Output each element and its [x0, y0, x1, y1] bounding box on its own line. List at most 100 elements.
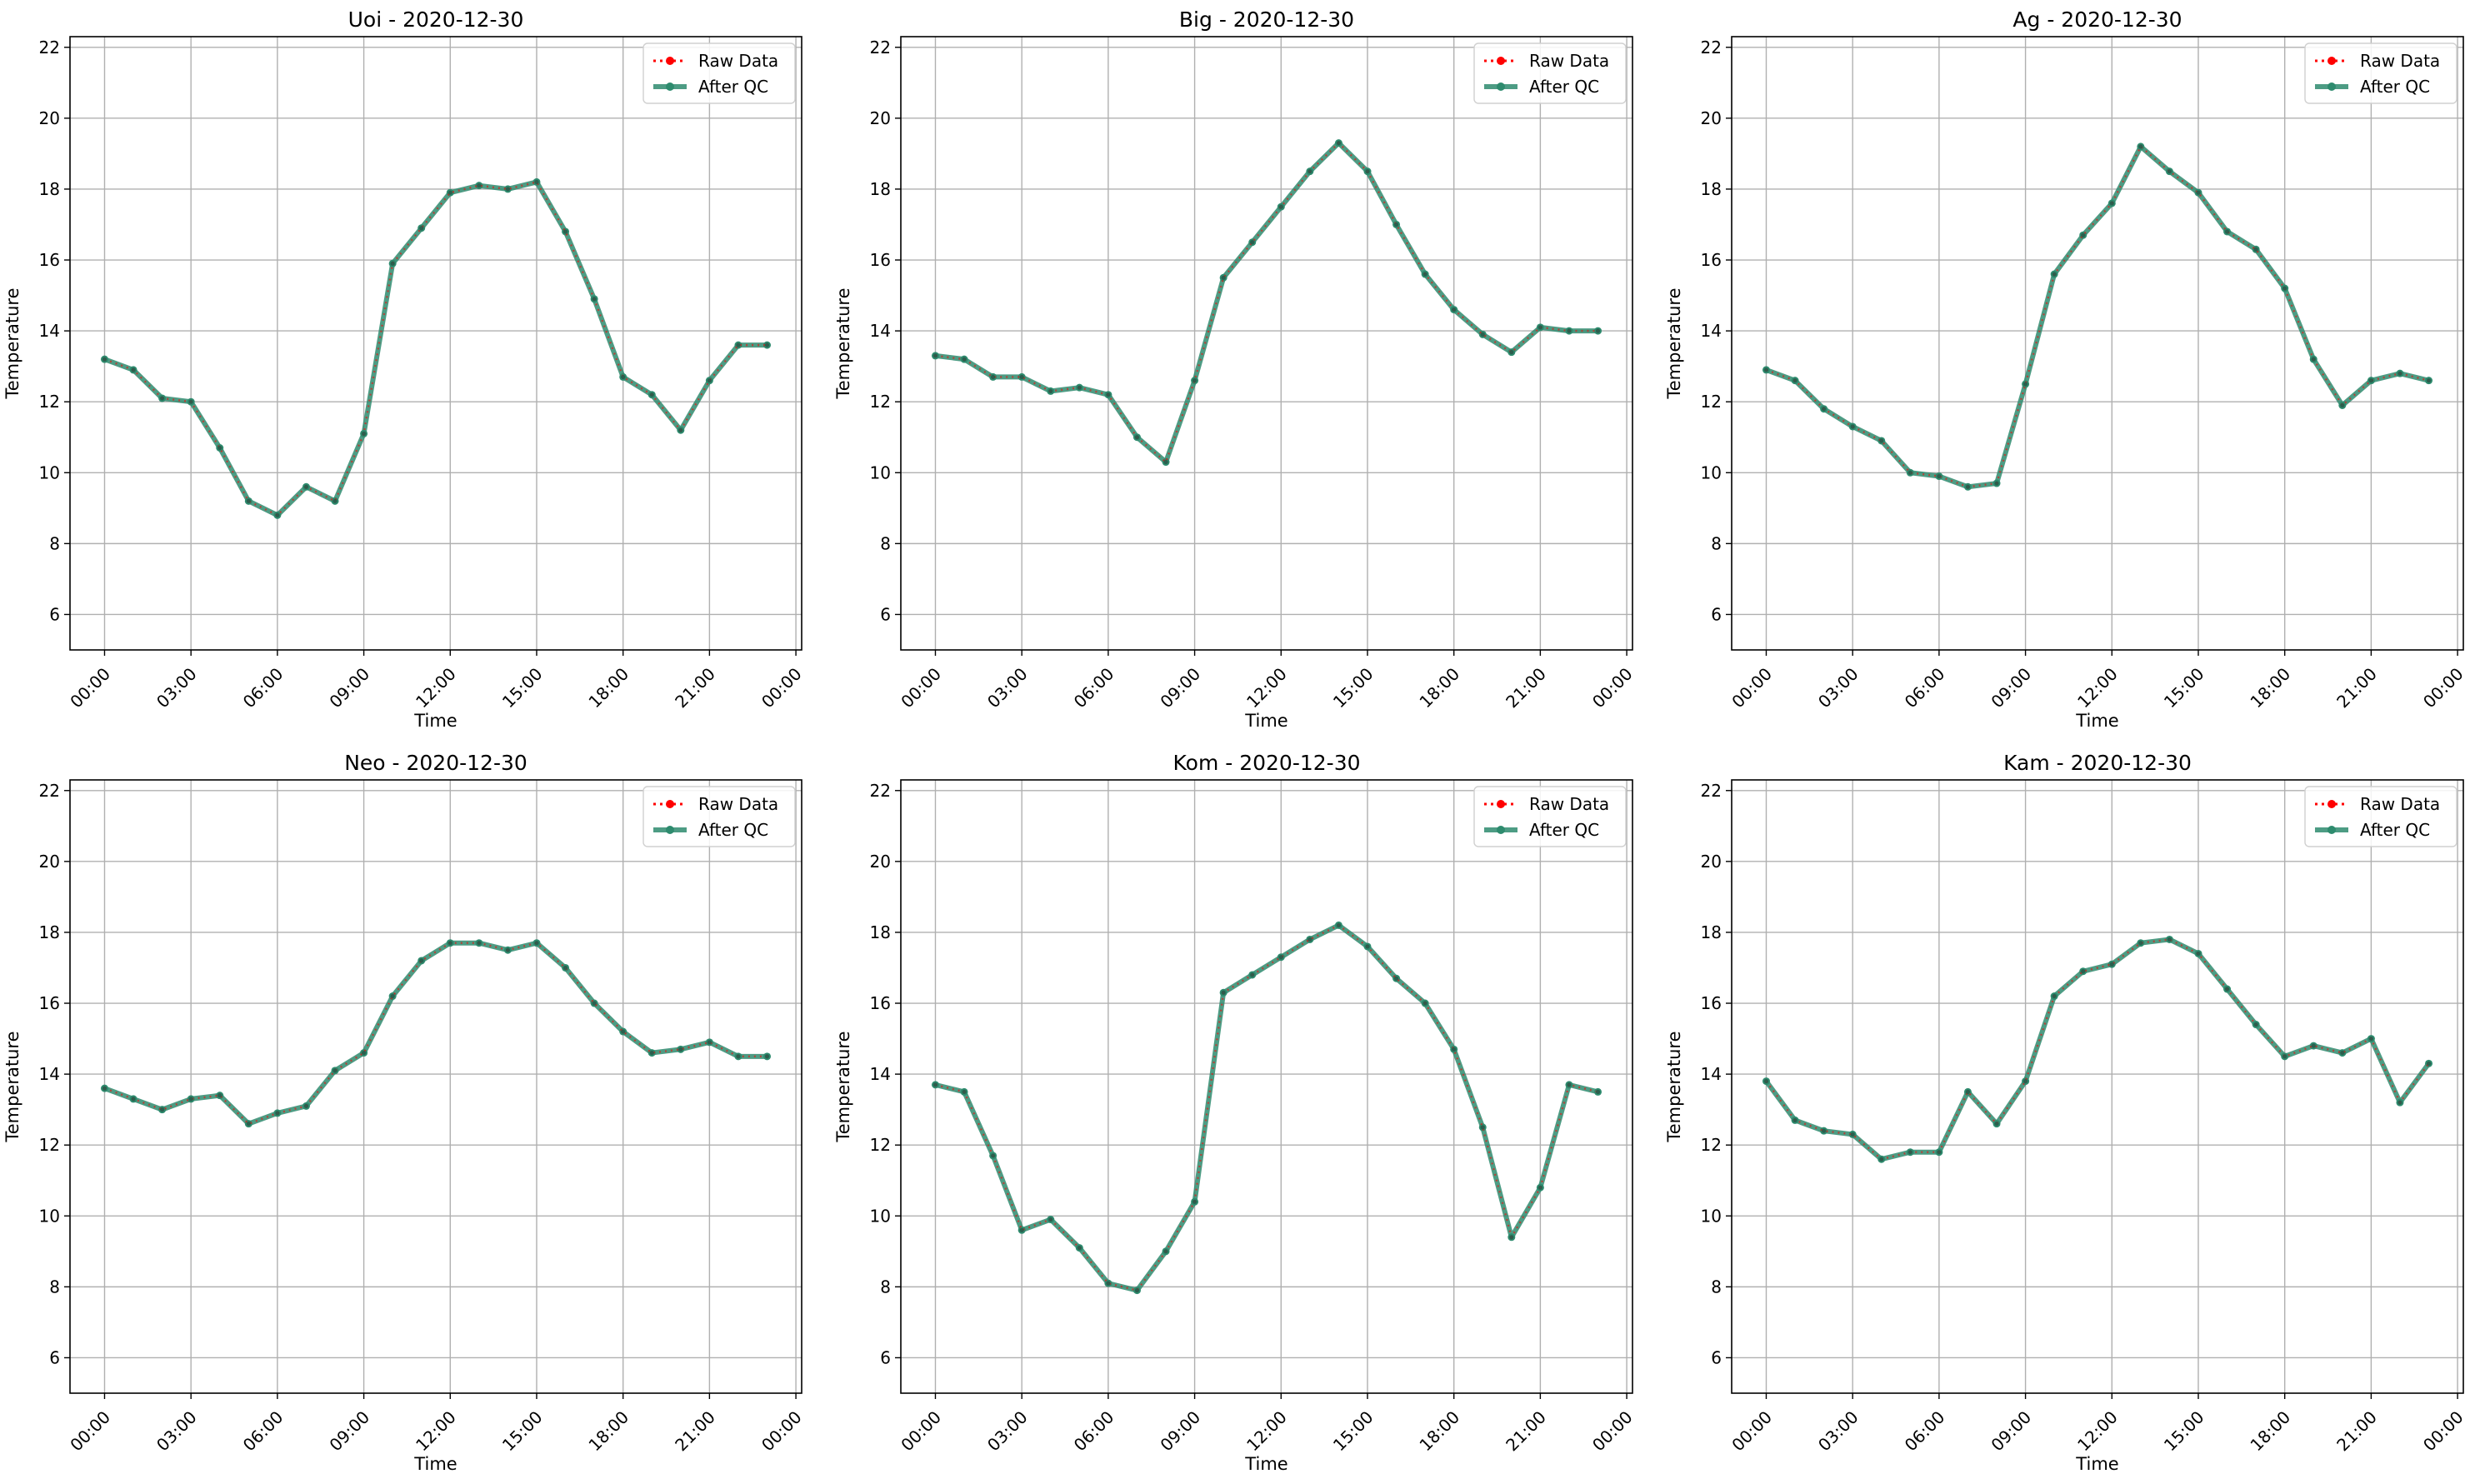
legend-label-raw-data: Raw Data: [698, 794, 778, 814]
plot-frame: [69, 779, 802, 1394]
x-tick-label: 06:00: [239, 1407, 288, 1456]
x-tick-label: 00:00: [2419, 664, 2468, 712]
raw-data-point: [991, 374, 996, 380]
legend: Raw Data After QC: [1473, 42, 1627, 104]
raw-data-point: [1595, 328, 1601, 333]
raw-data-point: [275, 512, 280, 517]
raw-data-point: [736, 342, 741, 347]
legend-label-after-qc: After QC: [2360, 820, 2430, 840]
chart-title: Kom - 2020-12-30: [1173, 751, 1361, 775]
raw-data-point: [932, 1082, 938, 1087]
x-tick-label: 00:00: [897, 664, 945, 712]
y-axis-label: Temperature: [833, 1031, 853, 1142]
raw-data-point: [2426, 1061, 2432, 1066]
x-axis-label: Time: [413, 1454, 457, 1474]
x-tick-label: 00:00: [897, 1407, 945, 1456]
raw-data-point: [2196, 951, 2201, 957]
y-tick-label: 14: [1701, 321, 1722, 341]
series-line-after-qc: [1765, 143, 2430, 490]
raw-data-point: [1393, 222, 1399, 227]
raw-data-point: [1077, 1245, 1082, 1251]
y-tick-label: 22: [870, 781, 891, 801]
raw-data-point: [562, 965, 568, 971]
raw-data-point: [2368, 1036, 2373, 1042]
x-tick-label: 21:00: [1502, 664, 1550, 712]
series-line-after-qc: [934, 922, 1599, 1293]
x-tick-label: 15:00: [2160, 664, 2208, 712]
y-tick-label: 6: [1711, 604, 1722, 624]
raw-data-point: [1908, 470, 1912, 475]
raw-data-point: [131, 367, 136, 372]
x-axis-label: Time: [1244, 1454, 1288, 1474]
raw-data-point: [275, 1111, 280, 1116]
y-tick-label: 16: [1701, 993, 1722, 1013]
raw-data-point: [131, 1097, 136, 1102]
series-line-after-qc: [935, 140, 1598, 465]
plot-frame: [900, 779, 1633, 1394]
raw-data-point: [2311, 1043, 2316, 1048]
y-tick-label: 6: [49, 604, 60, 624]
raw-data-point: [2282, 1054, 2288, 1059]
x-tick-label: 09:00: [1987, 664, 2035, 712]
raw-data-point: [160, 396, 165, 401]
y-tick-label: 10: [870, 1206, 891, 1226]
y-tick-label: 14: [870, 1064, 891, 1084]
raw-data-point: [1106, 1281, 1111, 1286]
y-tick-label: 12: [1701, 1135, 1722, 1155]
y-tick-label: 14: [1701, 1064, 1722, 1084]
raw-data-point: [2138, 144, 2143, 149]
raw-data-point: [1221, 990, 1226, 995]
x-tick-label: 03:00: [1814, 1407, 1862, 1456]
raw-data-point: [1850, 1132, 1855, 1137]
x-tick-label: 18:00: [2246, 1407, 2294, 1456]
raw-data-point: [1019, 374, 1024, 380]
x-tick-label: 09:00: [1987, 1407, 2035, 1456]
legend-qc-marker: [1497, 82, 1505, 91]
legend-qc-marker: [1497, 826, 1505, 834]
y-tick-label: 22: [1701, 781, 1722, 801]
y-tick-label: 6: [880, 604, 891, 624]
x-tick-label: 03:00: [152, 664, 201, 712]
y-tick-label: 22: [39, 37, 60, 57]
y-tick-label: 16: [39, 993, 60, 1013]
raw-data-point: [2081, 969, 2086, 974]
plot-frame: [1731, 36, 2464, 651]
x-tick-label: 03:00: [983, 664, 1032, 712]
legend-label-raw-data: Raw Data: [1529, 794, 1609, 814]
raw-data-point: [477, 941, 482, 946]
y-tick-label: 14: [39, 1064, 60, 1084]
x-tick-label: 18:00: [584, 1407, 632, 1456]
raw-data-point: [707, 378, 712, 383]
chart-title: Ag - 2020-12-30: [2012, 7, 2182, 32]
x-tick-label: 21:00: [671, 1407, 719, 1456]
legend-raw-marker: [2328, 57, 2336, 65]
series-line-raw-data: [1765, 938, 2430, 1161]
raw-data-point: [102, 357, 108, 362]
x-axis-label: Time: [2075, 1454, 2118, 1474]
y-tick-label: 12: [870, 1135, 891, 1155]
raw-data-point: [1336, 922, 1342, 928]
y-tick-label: 22: [39, 781, 60, 801]
raw-data-point: [2052, 993, 2057, 999]
chart-panel: 00:00 03:00 06:00 09:00 12:00 15:00 18:00 21:00…: [2, 751, 806, 1474]
y-tick-label: 22: [1701, 37, 1722, 57]
grid: [901, 780, 1632, 1393]
raw-data-point: [1163, 459, 1168, 465]
raw-data-point: [2340, 402, 2345, 408]
raw-data-point: [1937, 1150, 1942, 1155]
raw-data-point: [303, 484, 309, 489]
x-tick-label: 03:00: [1814, 664, 1862, 712]
raw-data-point: [1965, 1089, 1971, 1094]
raw-data-point: [1308, 169, 1312, 174]
legend-qc-marker: [666, 826, 674, 834]
raw-data-point: [2224, 229, 2230, 234]
x-tick-label: 00:00: [2419, 1407, 2468, 1456]
series-line-raw-data: [935, 924, 1598, 1292]
x-axis-label: Time: [2075, 711, 2118, 731]
raw-data-point: [962, 1089, 967, 1094]
raw-data-point: [678, 427, 683, 432]
legend-label-raw-data: Raw Data: [698, 51, 778, 71]
x-tick-label: 00:00: [758, 1407, 806, 1456]
x-tick-label: 18:00: [584, 664, 632, 712]
raw-data-point: [1480, 332, 1485, 337]
